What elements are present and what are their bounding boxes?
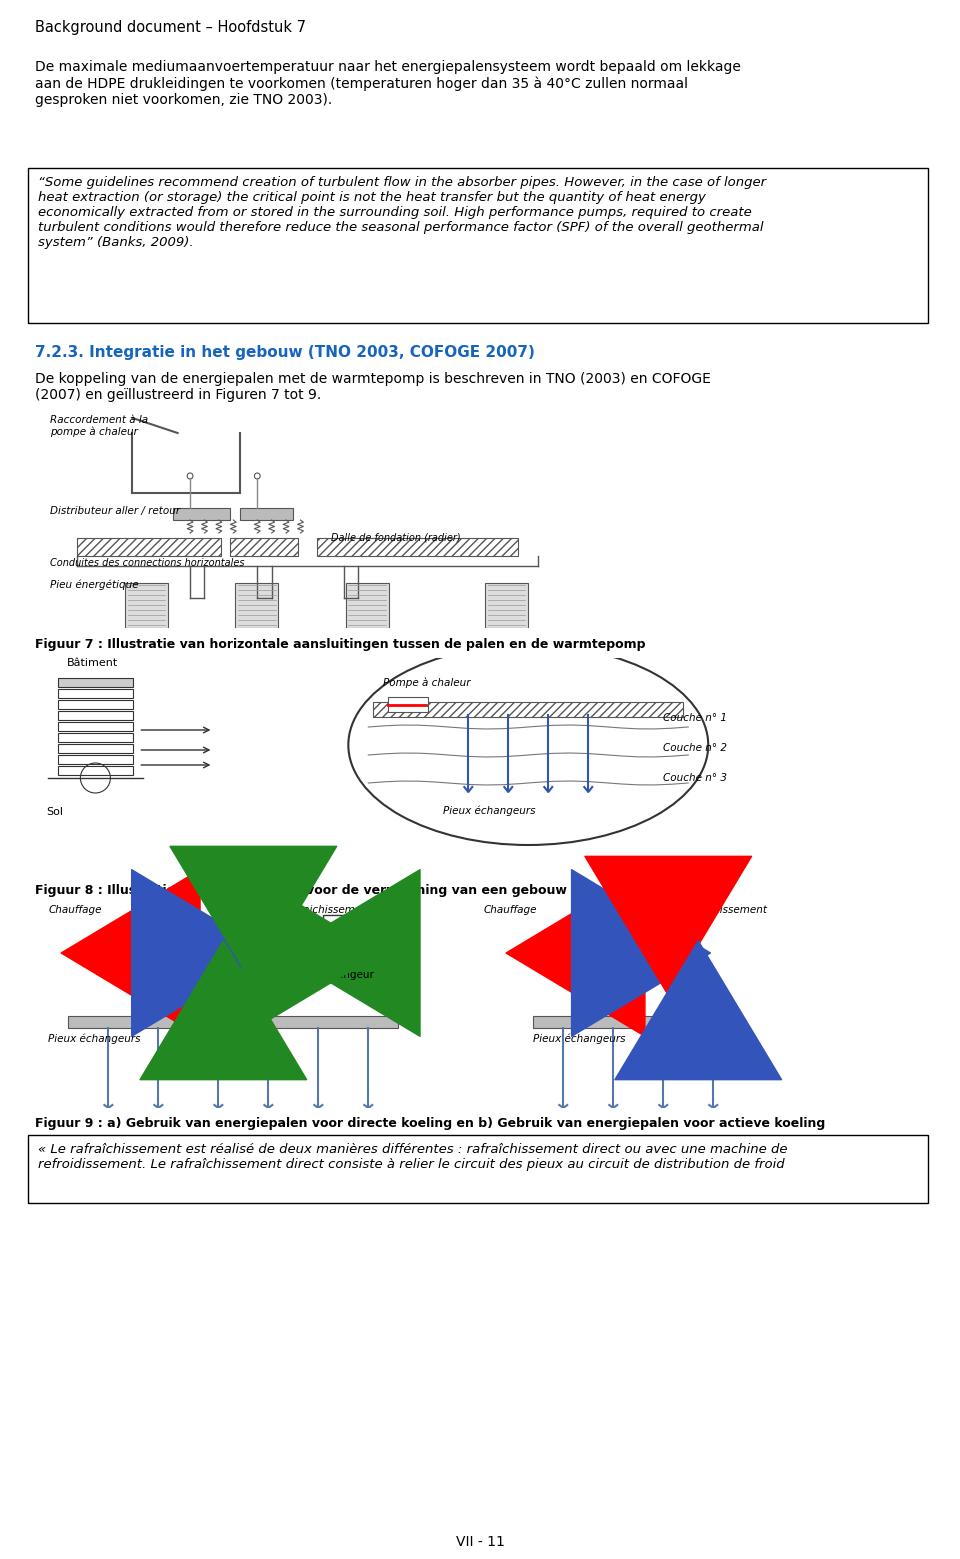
Text: « Le rafraîchissement est réalisé de deux manières différentes : rafraîchissemen: « Le rafraîchissement est réalisé de deu…	[38, 1143, 787, 1171]
Text: Couche n° 3: Couche n° 3	[663, 773, 728, 783]
Bar	[59, 711, 133, 720]
Text: Pieux échangeurs: Pieux échangeurs	[534, 1034, 626, 1043]
Bar	[534, 1016, 733, 1027]
Bar	[59, 733, 133, 742]
Text: Dalle de fondation (radier): Dalle de fondation (radier)	[331, 533, 461, 543]
Text: PAC: PAC	[138, 970, 158, 981]
Text: Couche n° 1: Couche n° 1	[663, 712, 728, 723]
Bar	[230, 538, 298, 557]
Text: Raccordement à la
pompe à chaleur: Raccordement à la pompe à chaleur	[50, 415, 148, 437]
Text: Figuur 9 : a) Gebruik van energiepalen voor directe koeling en b) Gebruik van en: Figuur 9 : a) Gebruik van energiepalen v…	[35, 1116, 826, 1130]
Bar	[59, 689, 133, 698]
Bar	[59, 765, 133, 775]
Bar	[77, 538, 221, 557]
Circle shape	[254, 472, 260, 479]
Text: Chauffage: Chauffage	[483, 906, 537, 915]
Bar	[138, 915, 193, 965]
Bar	[68, 1016, 398, 1027]
Text: Distributeur aller / retour: Distributeur aller / retour	[50, 507, 180, 516]
Bar	[125, 583, 168, 628]
Text: Chauffage: Chauffage	[48, 906, 102, 915]
Bar	[28, 168, 928, 323]
Text: De koppeling van de energiepalen met de warmtepomp is beschreven in TNO (2003) e: De koppeling van de energiepalen met de …	[35, 373, 710, 402]
Bar	[584, 915, 638, 965]
Text: Sol: Sol	[46, 808, 63, 817]
Text: Pompe à chaleur: Pompe à chaleur	[383, 677, 470, 688]
Bar	[317, 538, 518, 557]
Bar	[240, 508, 293, 521]
Text: Raffraichissement: Raffraichissement	[278, 906, 372, 915]
Text: Figuur 7 : Illustratie van horizontale aansluitingen tussen de palen en de warmt: Figuur 7 : Illustratie van horizontale a…	[35, 638, 645, 652]
Bar	[59, 722, 133, 731]
Bar	[485, 583, 528, 628]
Bar	[59, 700, 133, 709]
Text: Figuur 8 : Illustratie van energiepalen voor de verwarming van een gebouw: Figuur 8 : Illustratie van energiepalen …	[35, 884, 566, 896]
Text: Couche n° 2: Couche n° 2	[663, 744, 728, 753]
Text: Pieu énergétique: Pieu énergétique	[50, 580, 138, 591]
Text: VII - 11: VII - 11	[456, 1536, 504, 1550]
Bar	[59, 744, 133, 753]
Bar	[324, 915, 353, 965]
Bar	[59, 755, 133, 764]
Text: Background document – Hoofdstuk 7: Background document – Hoofdstuk 7	[35, 20, 306, 34]
Text: PAC: PAC	[593, 906, 613, 915]
Bar	[173, 508, 230, 521]
Bar	[388, 697, 428, 712]
Text: Raffraichissement: Raffraichissement	[673, 906, 767, 915]
Text: Echangeur: Echangeur	[319, 970, 374, 981]
Bar	[373, 702, 684, 717]
Text: Conduites des connections horizontales: Conduites des connections horizontales	[50, 558, 245, 567]
Text: Pieux échangeurs: Pieux échangeurs	[444, 804, 536, 815]
Bar	[346, 583, 389, 628]
Text: “Some guidelines recommend creation of turbulent flow in the absorber pipes. How: “Some guidelines recommend creation of t…	[38, 176, 766, 249]
Bar	[28, 1135, 928, 1204]
Text: 7.2.3. Integratie in het gebouw (TNO 2003, COFOGE 2007): 7.2.3. Integratie in het gebouw (TNO 200…	[35, 345, 535, 360]
Text: De maximale mediumaanvoertemperatuur naar het energiepalensysteem wordt bepaald : De maximale mediumaanvoertemperatuur naa…	[35, 59, 741, 108]
Circle shape	[187, 472, 193, 479]
Text: Bâtiment: Bâtiment	[66, 658, 118, 667]
Bar	[59, 678, 133, 688]
Bar	[235, 583, 278, 628]
Text: Pieux échangeurs: Pieux échangeurs	[48, 1034, 141, 1043]
